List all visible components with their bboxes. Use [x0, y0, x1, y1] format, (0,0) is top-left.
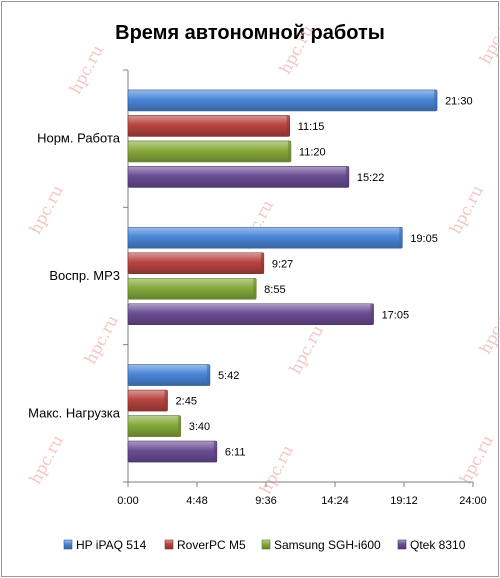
bar [127, 166, 350, 188]
bar-cap [164, 390, 168, 412]
x-tick-label: 4:48 [186, 495, 207, 507]
bar [127, 389, 168, 412]
x-tick-label: 0:00 [117, 495, 138, 507]
bar-cap [260, 252, 264, 274]
legend-label: Samsung SGH-i600 [274, 538, 381, 552]
bar-cap [345, 166, 349, 188]
data-label: 21:30 [445, 95, 473, 107]
bar [127, 252, 265, 275]
category-label: Норм. Работа [37, 131, 121, 146]
data-label: 2:45 [176, 396, 197, 408]
data-label: 9:27 [272, 258, 293, 270]
data-label: 19:05 [410, 233, 438, 245]
bar-cap [434, 89, 438, 111]
bar [127, 226, 403, 249]
legend-label: HP iPAQ 514 [76, 538, 147, 552]
bar [127, 115, 291, 137]
legend-swatch [397, 539, 407, 550]
x-tick-label: 19:12 [390, 495, 418, 507]
legend-swatch [261, 539, 271, 550]
category-label: Воспр. MP3 [49, 268, 120, 283]
bar-cap [206, 364, 210, 386]
chart-title: Время автономной работы [115, 22, 385, 44]
bar-cap [287, 140, 291, 162]
x-tick-label: 24:00 [459, 495, 487, 507]
bar [127, 277, 257, 300]
bar-cap [370, 303, 374, 325]
x-tick-label: 14:24 [321, 495, 349, 507]
legend-label: RoverPC M5 [177, 538, 246, 552]
legend-label: Qtek 8310 [410, 538, 466, 552]
bar [127, 440, 218, 463]
data-label: 17:05 [382, 309, 410, 321]
bar [127, 303, 374, 326]
bar [127, 364, 211, 386]
data-label: 8:55 [264, 284, 285, 296]
data-label: 5:42 [218, 370, 239, 382]
bar-cap [253, 278, 257, 300]
bar-cap [286, 115, 290, 137]
category-label: Макс. Нагрузка [28, 405, 121, 420]
data-label: 15:22 [357, 172, 385, 184]
data-label: 3:40 [189, 421, 210, 433]
legend-swatch [164, 539, 174, 550]
bar-cap [213, 441, 217, 463]
x-tick-label: 9:36 [255, 495, 276, 507]
bar [127, 415, 182, 437]
data-label: 6:11 [225, 447, 246, 459]
bar [127, 89, 438, 112]
data-label: 11:15 [298, 121, 325, 133]
bar-cap [399, 227, 403, 249]
bar [127, 140, 292, 163]
legend-swatch [63, 539, 73, 550]
data-label: 11:20 [299, 146, 326, 158]
bar-cap [177, 415, 181, 437]
